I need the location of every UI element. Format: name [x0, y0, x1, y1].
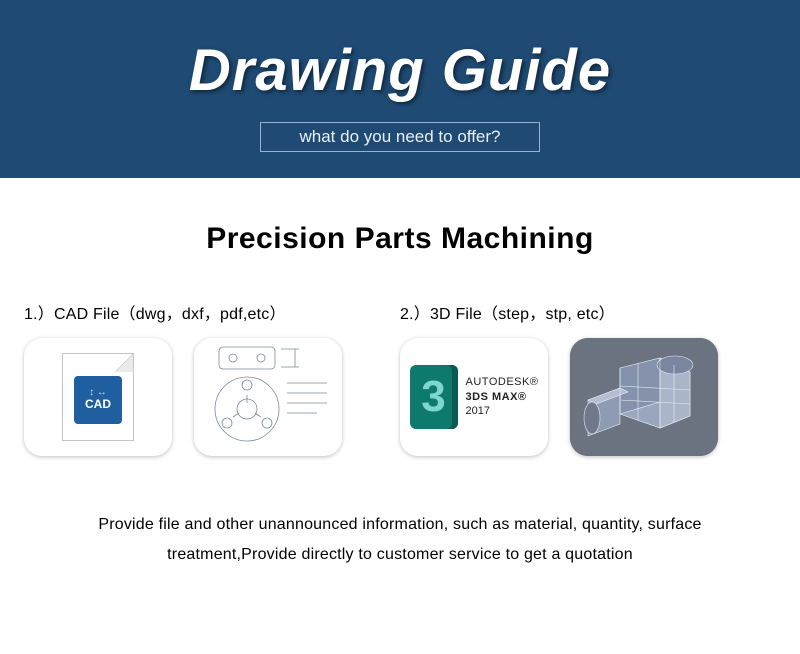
footer-line1: Provide file and other unannounced infor…: [98, 516, 701, 533]
cad-page-icon: ↕ ↔ CAD: [62, 353, 134, 441]
footer-line2: treatment,Provide directly to customer s…: [167, 546, 633, 563]
max-line1: AUTODESK®: [466, 375, 539, 390]
footer-text: Provide file and other unannounced infor…: [0, 510, 800, 571]
item-cad: 1.）CAD File（dwg，dxf，pdf,etc） ↕ ↔ CAD: [24, 300, 400, 456]
max-text: AUTODESK® 3DS MAX® 2017: [466, 375, 539, 420]
item-3d: 2.）3D File（step，stp, etc） 3 AUTODESK® 3D…: [400, 300, 776, 456]
header-subtitle-box: what do you need to offer?: [260, 122, 539, 152]
thumb-cad-file-icon: ↕ ↔ CAD: [24, 338, 172, 456]
item-label: 2.）3D File（step，stp, etc）: [400, 300, 776, 324]
section-title: Precision Parts Machining: [0, 222, 800, 256]
max-line2: 3DS MAX®: [466, 390, 539, 405]
pipe-render-svg: [570, 338, 718, 456]
header-banner: Drawing Guide what do you need to offer?: [0, 0, 800, 178]
cad-badge-text: CAD: [85, 397, 111, 411]
thumb-blueprint-icon: [194, 338, 342, 456]
max-glyph-icon: 3: [410, 365, 458, 429]
cad-badge-icon: ↕ ↔ CAD: [74, 376, 122, 424]
thumbs-row: ↕ ↔ CAD: [24, 338, 400, 456]
blueprint-svg: [199, 343, 337, 451]
header-title: Drawing Guide: [189, 37, 611, 104]
thumbs-row: 3 AUTODESK® 3DS MAX® 2017: [400, 338, 776, 456]
thumb-pipe-render-icon: [570, 338, 718, 456]
header-subtitle: what do you need to offer?: [299, 127, 500, 147]
thumb-3dsmax-icon: 3 AUTODESK® 3DS MAX® 2017: [400, 338, 548, 456]
cad-axes-icon: ↕ ↔: [89, 389, 107, 397]
max-tile: 3 AUTODESK® 3DS MAX® 2017: [402, 365, 547, 429]
items-row: 1.）CAD File（dwg，dxf，pdf,etc） ↕ ↔ CAD: [0, 300, 800, 456]
max-line3: 2017: [466, 404, 539, 419]
item-label: 1.）CAD File（dwg，dxf，pdf,etc）: [24, 300, 400, 324]
